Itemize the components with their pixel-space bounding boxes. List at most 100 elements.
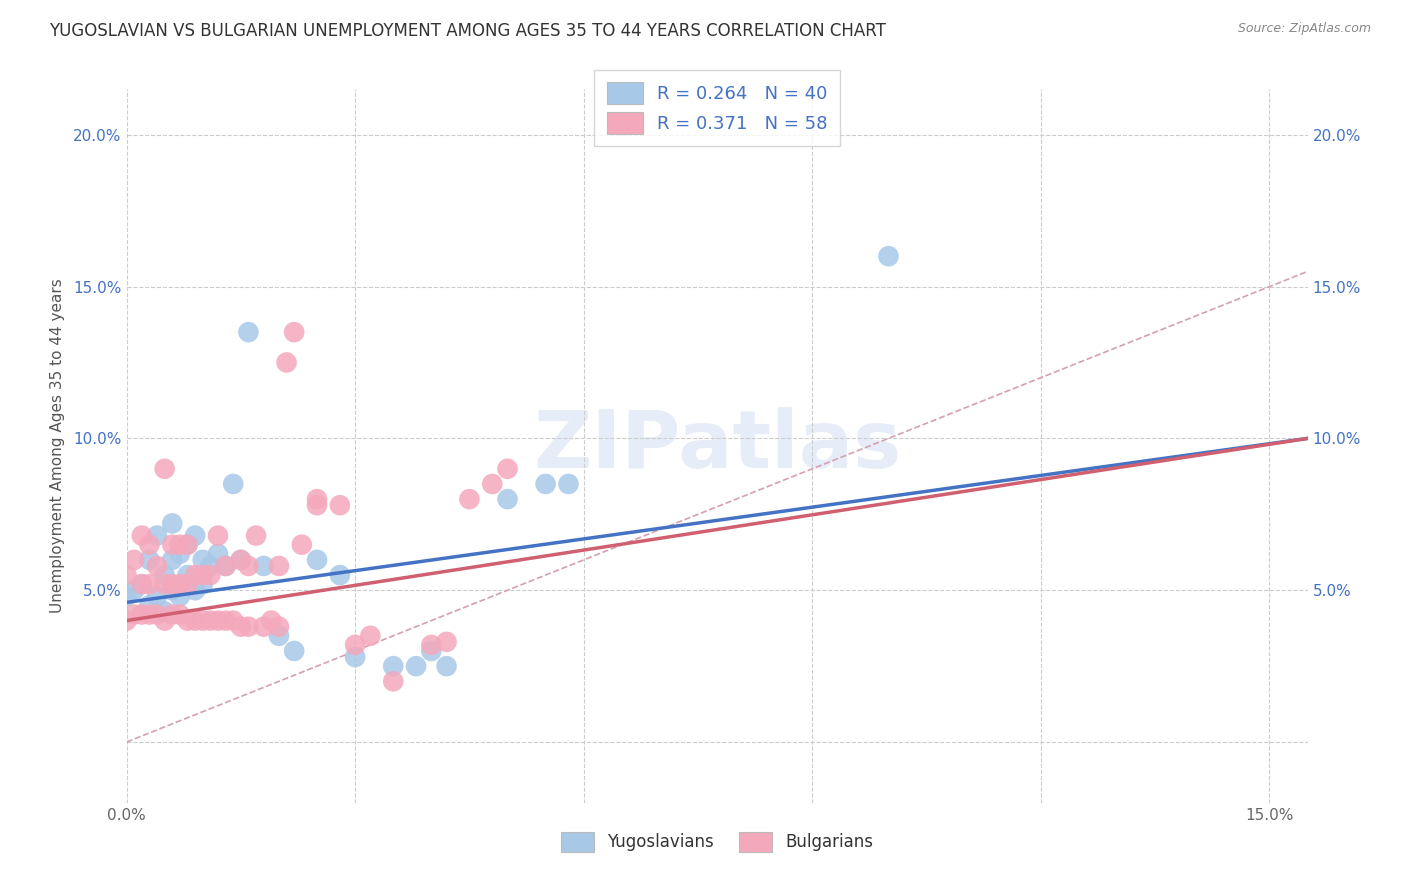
Point <box>229 553 252 567</box>
Point <box>138 577 160 591</box>
Point <box>359 629 381 643</box>
Legend: Yugoslavians, Bulgarians: Yugoslavians, Bulgarians <box>554 825 880 859</box>
Point <box>283 325 305 339</box>
Point <box>138 599 160 613</box>
Point <box>138 553 160 567</box>
Point <box>260 614 283 628</box>
Y-axis label: Unemployment Among Ages 35 to 44 years: Unemployment Among Ages 35 to 44 years <box>51 278 65 614</box>
Point <box>191 553 214 567</box>
Text: Source: ZipAtlas.com: Source: ZipAtlas.com <box>1237 22 1371 36</box>
Point <box>534 477 557 491</box>
Point <box>214 558 236 573</box>
Point <box>253 620 276 634</box>
Point <box>222 477 245 491</box>
Point <box>184 614 207 628</box>
Point <box>305 498 328 512</box>
Point <box>153 605 176 619</box>
Point <box>122 553 145 567</box>
Point <box>329 498 352 512</box>
Point <box>162 538 184 552</box>
Point <box>207 547 229 561</box>
Point <box>146 607 169 622</box>
Point <box>267 629 290 643</box>
Point <box>138 607 160 622</box>
Point <box>176 538 198 552</box>
Point <box>200 558 222 573</box>
Point <box>214 558 236 573</box>
Point <box>169 547 191 561</box>
Point <box>238 558 260 573</box>
Point <box>207 614 229 628</box>
Point <box>207 528 229 542</box>
Point <box>115 568 138 582</box>
Point <box>481 477 503 491</box>
Text: YUGOSLAVIAN VS BULGARIAN UNEMPLOYMENT AMONG AGES 35 TO 44 YEARS CORRELATION CHAR: YUGOSLAVIAN VS BULGARIAN UNEMPLOYMENT AM… <box>49 22 886 40</box>
Point <box>162 583 184 598</box>
Point <box>245 528 267 542</box>
Point <box>436 659 458 673</box>
Point <box>229 620 252 634</box>
Point <box>169 538 191 552</box>
Point <box>458 492 481 507</box>
Point <box>496 462 519 476</box>
Point <box>329 568 352 582</box>
Point <box>267 620 290 634</box>
Point <box>169 577 191 591</box>
Point <box>153 568 176 582</box>
Point <box>191 568 214 582</box>
Point <box>115 590 138 604</box>
Point <box>344 650 367 665</box>
Point <box>146 590 169 604</box>
Point <box>420 644 443 658</box>
Point <box>146 558 169 573</box>
Point <box>162 553 184 567</box>
Point <box>382 674 405 689</box>
Point <box>122 583 145 598</box>
Point <box>162 577 184 591</box>
Point <box>382 659 405 673</box>
Point <box>420 638 443 652</box>
Text: ZIPatlas: ZIPatlas <box>533 407 901 485</box>
Point <box>162 516 184 531</box>
Point <box>176 538 198 552</box>
Point <box>146 528 169 542</box>
Point <box>305 492 328 507</box>
Point <box>184 583 207 598</box>
Point <box>153 577 176 591</box>
Point <box>238 325 260 339</box>
Point <box>169 607 191 622</box>
Point <box>184 568 207 582</box>
Point <box>153 614 176 628</box>
Point <box>122 607 145 622</box>
Point <box>436 635 458 649</box>
Point <box>176 614 198 628</box>
Point <box>169 590 191 604</box>
Point <box>238 620 260 634</box>
Point <box>200 614 222 628</box>
Point <box>305 553 328 567</box>
Point <box>253 558 276 573</box>
Point <box>191 577 214 591</box>
Point <box>131 528 153 542</box>
Point <box>115 614 138 628</box>
Point <box>267 558 290 573</box>
Point <box>131 577 153 591</box>
Point <box>276 355 298 369</box>
Point <box>138 538 160 552</box>
Point <box>214 614 236 628</box>
Point <box>405 659 427 673</box>
Point <box>877 249 900 263</box>
Point <box>131 607 153 622</box>
Point <box>222 614 245 628</box>
Point <box>291 538 314 552</box>
Point <box>200 568 222 582</box>
Point <box>176 568 198 582</box>
Point <box>184 528 207 542</box>
Point <box>162 607 184 622</box>
Point <box>344 638 367 652</box>
Point <box>191 614 214 628</box>
Point <box>496 492 519 507</box>
Point <box>283 644 305 658</box>
Point <box>229 553 252 567</box>
Point <box>557 477 579 491</box>
